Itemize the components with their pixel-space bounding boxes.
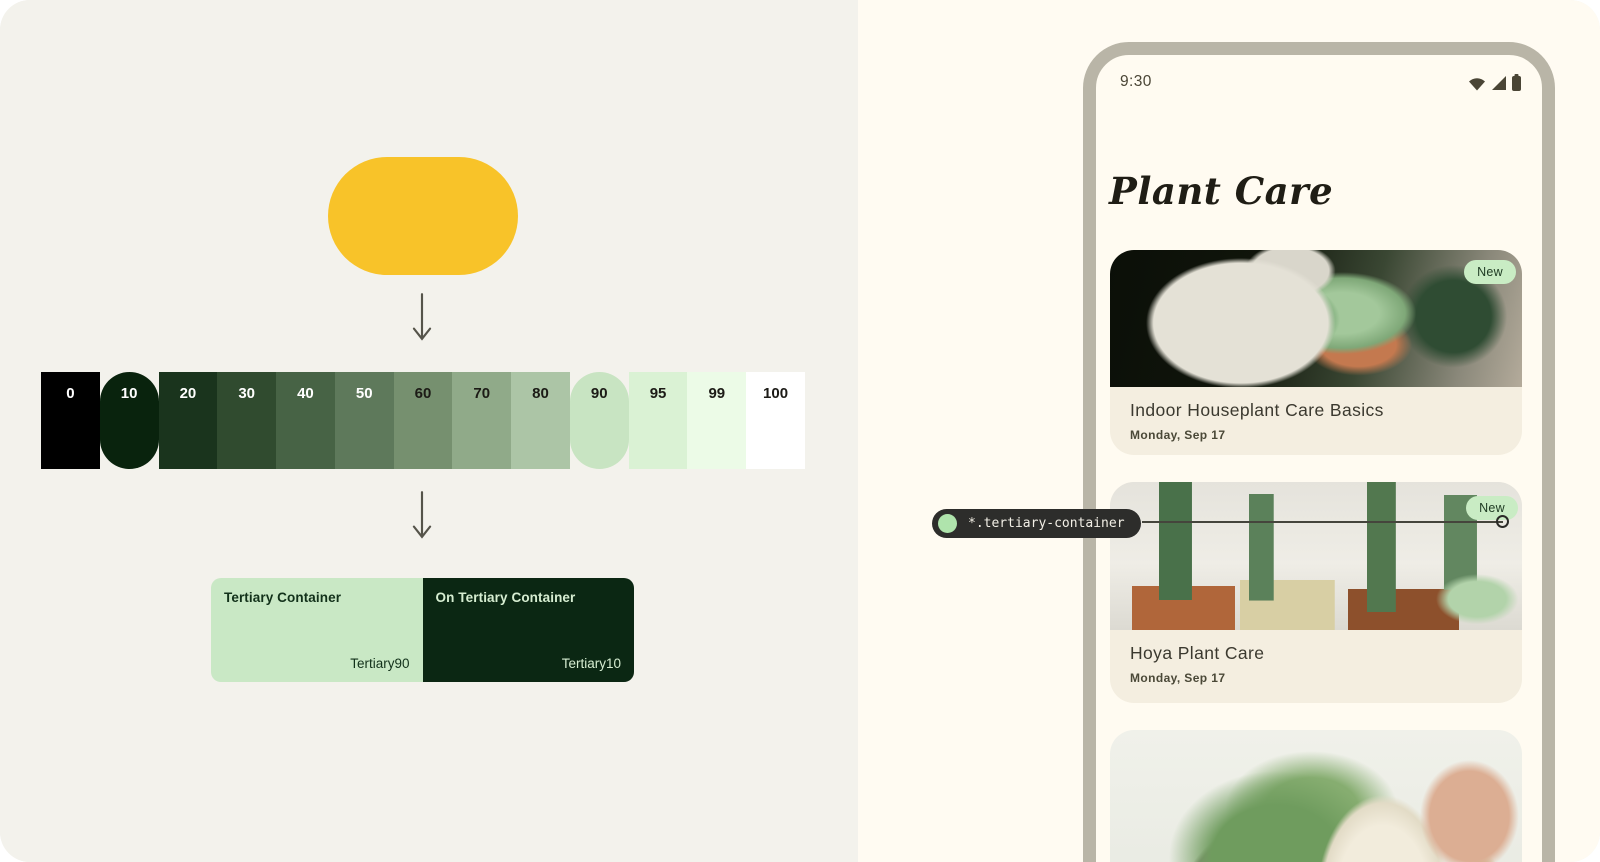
card-text: Indoor Houseplant Care Basics Monday, Se… [1110, 387, 1522, 442]
tone-label: 60 [414, 385, 432, 402]
annotation-target-circle [1496, 515, 1509, 528]
status-icons [1468, 73, 1521, 91]
page-title: Plant Care [1109, 169, 1334, 213]
card-title: Hoya Plant Care [1130, 643, 1265, 663]
tone-swatch-50: 50 [334, 372, 394, 469]
tone-pill-highlight [99, 372, 159, 469]
tertiary-color-dot-icon [938, 514, 957, 533]
tone-label: 100 [763, 385, 789, 402]
battery-icon [1512, 73, 1521, 91]
article-card-indoor-houseplant[interactable]: New Indoor Houseplant Care Basics Monday… [1110, 250, 1522, 455]
new-badge: New [1466, 496, 1518, 520]
tone-label: 0 [66, 385, 75, 402]
tone-pill-highlight [569, 372, 629, 469]
new-badge: New [1464, 260, 1516, 284]
tone-swatch-90: 90 [569, 372, 629, 469]
tone-label: 40 [297, 385, 314, 402]
tone-label: 80 [532, 385, 549, 402]
role-label: On Tertiary Container [435, 590, 576, 605]
status-time: 9:30 [1120, 73, 1152, 90]
card-date: Monday, Sep 17 [1130, 671, 1226, 685]
watering-can-photo [1110, 730, 1522, 862]
tone-swatch-10: 10 [99, 372, 159, 469]
tertiary-container-swatch: Tertiary Container Tertiary90 [211, 578, 423, 682]
down-arrow-icon [412, 491, 432, 539]
tone-swatch-99: 99 [687, 372, 747, 469]
tonal-palette-strip: 0 10 20 30 40 50 60 70 80 90 95 99 100 [41, 372, 805, 469]
cellular-signal-icon [1492, 75, 1506, 90]
token-label: Tertiary10 [561, 656, 621, 671]
tone-swatch-40: 40 [276, 372, 335, 469]
source-color-swatch [328, 157, 518, 275]
tone-swatch-70: 70 [452, 372, 512, 469]
tone-label: 99 [708, 385, 726, 402]
token-label: Tertiary90 [350, 656, 410, 671]
tone-swatch-95: 95 [628, 372, 688, 469]
article-card-watering[interactable] [1110, 730, 1522, 862]
diagram-panel: 0 10 20 30 40 50 60 70 80 90 95 99 100 T… [41, 157, 805, 682]
article-card-hoya[interactable]: New Hoya Plant Care Monday, Sep 17 [1110, 482, 1522, 703]
cacti-photo [1110, 482, 1522, 630]
card-date: Monday, Sep 17 [1130, 428, 1226, 442]
annotation-connector-line [1142, 521, 1503, 523]
card-text: Hoya Plant Care Monday, Sep 17 [1110, 630, 1522, 685]
phone-frame: 9:30 Plant Care New Indoor Houseplant Ca… [1083, 42, 1555, 862]
tone-label: 30 [238, 385, 256, 402]
role-swatch-pair: Tertiary Container Tertiary90 On Tertiar… [211, 578, 634, 682]
tone-swatch-20: 20 [158, 372, 218, 469]
tone-label: 50 [355, 385, 373, 402]
tone-swatch-60: 60 [393, 372, 453, 469]
tone-swatch-100: 100 [746, 372, 805, 469]
on-tertiary-container-swatch: On Tertiary Container Tertiary10 [422, 578, 634, 682]
houseplants-photo [1110, 250, 1522, 387]
tone-label: 70 [473, 385, 491, 402]
token-annotation-label: *.tertiary-container [968, 516, 1125, 531]
status-bar: 9:30 [1120, 73, 1521, 91]
token-annotation-chip: *.tertiary-container [932, 509, 1141, 538]
tone-label: 95 [649, 385, 667, 402]
tone-swatch-80: 80 [511, 372, 570, 469]
wifi-icon [1469, 77, 1485, 90]
tone-swatch-0: 0 [41, 372, 100, 469]
tone-swatch-30: 30 [217, 372, 277, 469]
tone-label: 10 [120, 385, 138, 402]
down-arrow-icon [412, 293, 432, 341]
card-title: Indoor Houseplant Care Basics [1130, 400, 1384, 420]
phone-screen: 9:30 Plant Care New Indoor Houseplant Ca… [1096, 55, 1542, 862]
tone-label: 90 [590, 385, 608, 402]
role-label: Tertiary Container [224, 590, 342, 605]
tone-label: 20 [179, 385, 197, 402]
